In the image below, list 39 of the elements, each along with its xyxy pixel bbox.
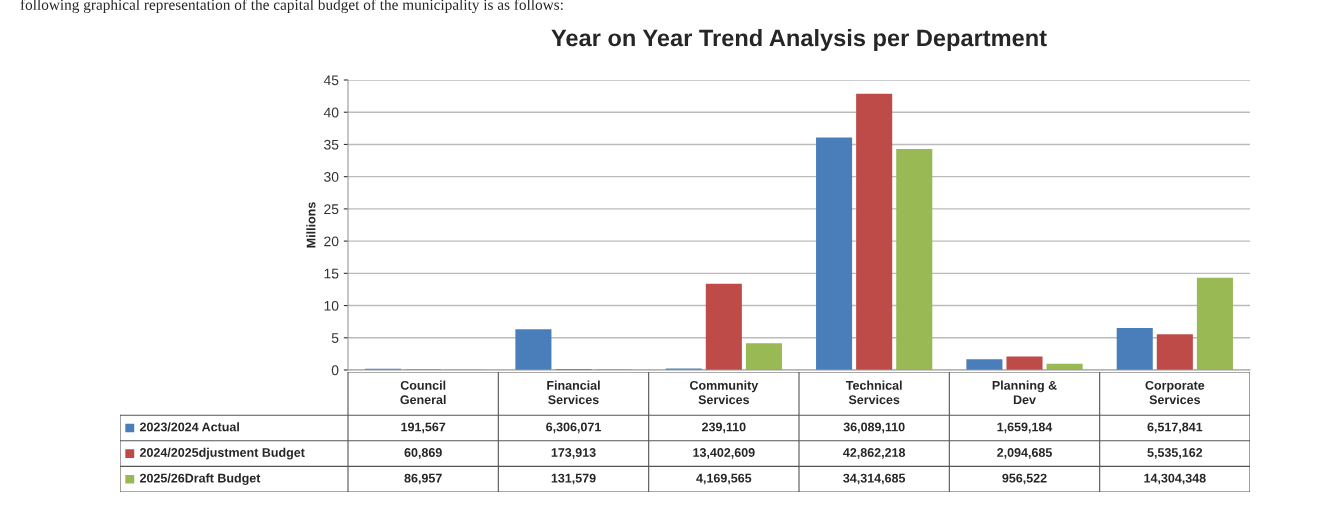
text: 2,094,685 [997, 448, 1052, 459]
text: 13,402,609 [693, 448, 755, 459]
text: 191,567 [401, 422, 446, 434]
y-tick-label: 10 [324, 300, 339, 311]
legend-label: 2024/2025djustment Budget [139, 447, 305, 460]
y-tick-label: 25 [324, 204, 339, 215]
y-tick-label: 15 [324, 268, 339, 279]
x-tick-label: Financial Services [547, 380, 600, 405]
y-tick-label: 40 [323, 107, 339, 118]
text: 956,522 [1002, 473, 1047, 485]
text: 173,913 [551, 448, 596, 459]
y-tick-label: 35 [324, 139, 339, 150]
text: 131,579 [551, 473, 596, 485]
text: 4,169,565 [696, 473, 752, 485]
legend-label: 2025/26Draft Budget [139, 473, 261, 486]
legend-label: 2023/2024 Actual [139, 422, 239, 432]
text: 5,535,162 [1147, 448, 1203, 459]
text: 6,517,841 [1147, 422, 1203, 434]
y-tick-label: 0 [331, 365, 339, 376]
y-tick-label: 5 [331, 333, 339, 343]
y-tick-label: 30 [324, 172, 339, 182]
text: 36,089,110 [843, 422, 905, 434]
text: 239,110 [702, 422, 746, 434]
x-tick-label: Council General [400, 380, 446, 405]
x-tick-label: Corporate Services [1145, 380, 1205, 405]
x-tick-label: Planning & Dev [992, 380, 1057, 405]
x-tick-label: Technical Services [845, 380, 902, 405]
text: 86,957 [404, 473, 442, 485]
y-tick-label: 20 [324, 236, 339, 247]
y-axis-title: Millions [306, 202, 316, 248]
x-tick-label: Community Services [689, 380, 759, 405]
y-tick-label: 45 [323, 75, 339, 86]
text: 34,314,685 [843, 473, 906, 485]
chart-title: Year on Year Trend Analysis per Department [551, 29, 1047, 52]
text: 1,659,184 [997, 422, 1053, 434]
text: 60,869 [404, 448, 442, 459]
text: 42,862,218 [843, 448, 906, 459]
text: 6,306,071 [546, 422, 601, 434]
text: 14,304,348 [1144, 473, 1206, 485]
